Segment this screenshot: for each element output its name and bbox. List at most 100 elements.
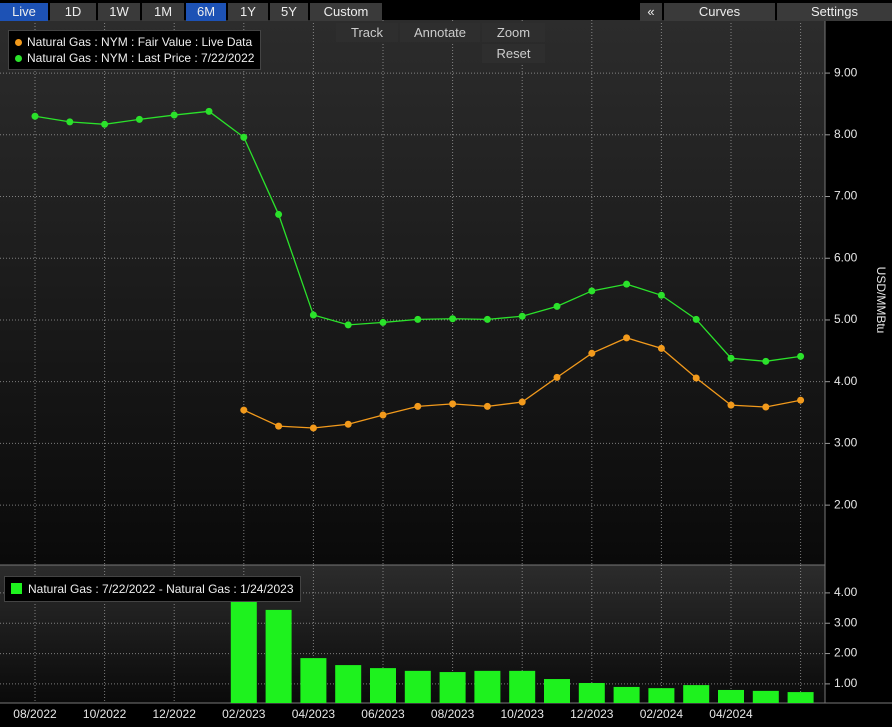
- legend-item: Natural Gas : NYM : Last Price : 7/22/20…: [15, 50, 254, 66]
- point: [727, 401, 735, 409]
- x-tick-label: 10/2023: [501, 707, 545, 721]
- range-button[interactable]: 1M: [142, 3, 184, 21]
- legend-label: Natural Gas : 7/22/2022 - Natural Gas : …: [28, 582, 294, 596]
- y-tick-label: 3.00: [834, 436, 858, 450]
- x-tick-label: 06/2023: [361, 707, 405, 721]
- bar: [683, 685, 710, 703]
- point: [66, 118, 74, 126]
- point: [483, 402, 491, 410]
- point: [344, 420, 352, 428]
- point: [483, 315, 491, 323]
- bar: [544, 679, 570, 703]
- y-axis-label: USD/MMBtu: [874, 267, 888, 334]
- tool-button[interactable]: Reset: [482, 44, 545, 63]
- x-tick-label: 04/2023: [292, 707, 336, 721]
- bar: [300, 658, 327, 703]
- range-button[interactable]: Live: [0, 3, 48, 21]
- point: [449, 315, 457, 323]
- bar: [648, 688, 675, 703]
- range-button[interactable]: 1D: [50, 3, 96, 21]
- point: [518, 312, 526, 320]
- point: [692, 315, 700, 323]
- range-button[interactable]: Custom: [310, 3, 382, 21]
- bar: [404, 670, 431, 703]
- toolbar-button[interactable]: «: [640, 3, 662, 21]
- point: [449, 400, 457, 408]
- point: [379, 411, 387, 419]
- point: [657, 291, 665, 299]
- point: [588, 349, 596, 357]
- point: [518, 398, 526, 406]
- point: [135, 115, 143, 123]
- y-tick-label: 4.00: [834, 585, 858, 599]
- y-tick-label: 2.00: [834, 497, 858, 511]
- legend: Natural Gas : NYM : Fair Value : Live Da…: [8, 30, 262, 70]
- point: [101, 120, 109, 128]
- bar: [613, 686, 640, 703]
- x-tick-label: 08/2022: [13, 707, 57, 721]
- y-tick-label: 1.00: [834, 676, 858, 690]
- legend-label: Natural Gas : NYM : Last Price : 7/22/20…: [27, 51, 255, 65]
- range-button[interactable]: 6M: [186, 3, 226, 21]
- y-tick-label: 2.00: [834, 646, 858, 660]
- x-tick-label: 08/2023: [431, 707, 475, 721]
- y-tick-label: 3.00: [834, 615, 858, 629]
- point: [588, 287, 596, 295]
- bar: [578, 682, 605, 703]
- legend-label: Natural Gas : NYM : Fair Value : Live Da…: [27, 35, 253, 49]
- x-tick-label: 02/2024: [640, 707, 684, 721]
- point: [553, 373, 561, 381]
- tool-button[interactable]: Track: [336, 23, 398, 42]
- point: [170, 111, 178, 119]
- tool-button[interactable]: Zoom: [482, 23, 545, 42]
- bar: [265, 609, 292, 703]
- x-tick-label: 12/2022: [153, 707, 197, 721]
- point: [762, 357, 770, 365]
- bar: [370, 668, 396, 703]
- range-button[interactable]: 1W: [98, 3, 140, 21]
- toolbar-button[interactable]: Settings: [777, 3, 892, 21]
- point: [657, 344, 665, 352]
- point: [797, 396, 805, 404]
- y-tick-label: 9.00: [834, 65, 858, 79]
- bar: [439, 672, 466, 703]
- point: [344, 321, 352, 329]
- y-tick-label: 7.00: [834, 189, 858, 203]
- x-tick-label: 10/2022: [83, 707, 127, 721]
- y-tick-label: 6.00: [834, 250, 858, 264]
- legend-item: Natural Gas : 7/22/2022 - Natural Gas : …: [11, 581, 294, 597]
- x-tick-label: 02/2023: [222, 707, 266, 721]
- point: [762, 403, 770, 411]
- bar: [335, 665, 362, 703]
- bar: [787, 692, 814, 703]
- bar: [474, 670, 501, 703]
- legend-swatch: [15, 55, 22, 62]
- point: [414, 315, 422, 323]
- point: [623, 280, 631, 288]
- bar: [718, 689, 744, 703]
- y-tick-label: 4.00: [834, 374, 858, 388]
- point: [727, 354, 735, 362]
- point: [309, 424, 317, 432]
- y-tick-label: 8.00: [834, 127, 858, 141]
- legend: Natural Gas : 7/22/2022 - Natural Gas : …: [4, 576, 301, 602]
- point: [692, 374, 700, 382]
- point: [275, 422, 283, 430]
- point: [275, 210, 283, 218]
- point: [309, 311, 317, 319]
- legend-swatch: [15, 39, 22, 46]
- point: [31, 112, 39, 120]
- x-tick-label: 04/2024: [709, 707, 753, 721]
- point: [623, 334, 631, 342]
- point: [414, 402, 422, 410]
- y-tick-label: 5.00: [834, 312, 858, 326]
- range-button[interactable]: 5Y: [270, 3, 308, 21]
- toolbar-button[interactable]: Curves: [664, 3, 775, 21]
- tool-button[interactable]: Annotate: [400, 23, 480, 42]
- legend-swatch: [11, 583, 22, 594]
- range-button[interactable]: 1Y: [228, 3, 268, 21]
- point: [379, 318, 387, 326]
- legend-item: Natural Gas : NYM : Fair Value : Live Da…: [15, 34, 254, 50]
